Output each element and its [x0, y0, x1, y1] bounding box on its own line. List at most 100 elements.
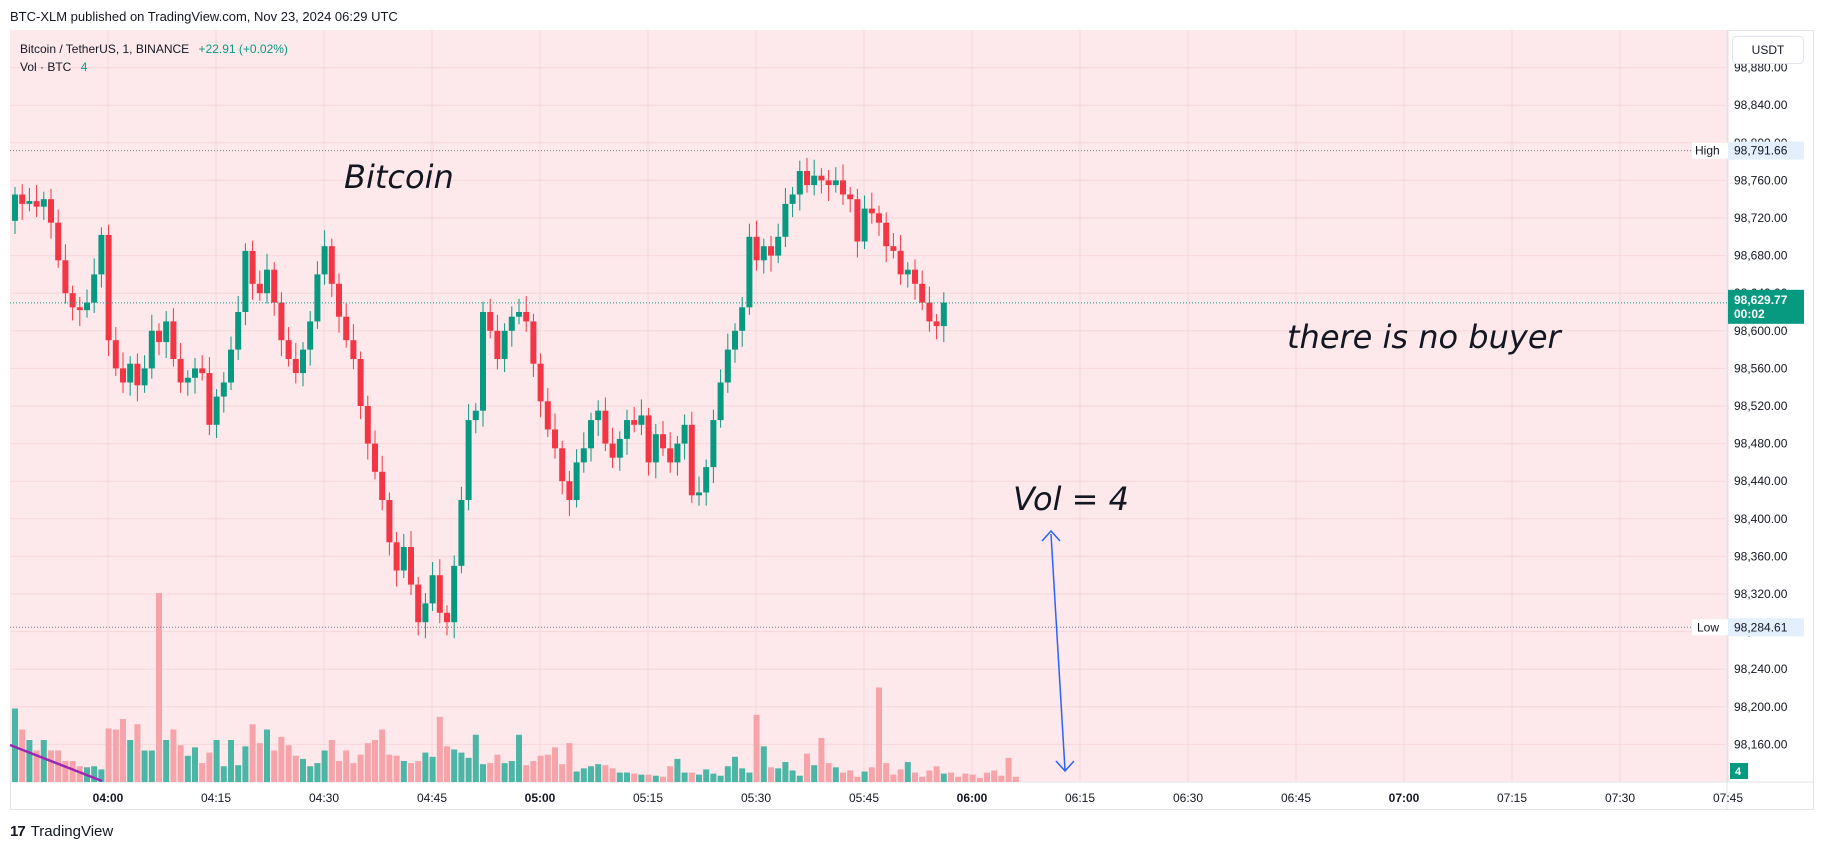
- volume-bar: [408, 763, 414, 782]
- low-value-bg: [1728, 618, 1804, 637]
- price-tick-label: 98,440.00: [1734, 474, 1788, 488]
- candle-body: [98, 234, 105, 275]
- candle-body: [343, 316, 350, 341]
- volume-bar: [76, 766, 83, 782]
- time-tick-label: 06:45: [1281, 791, 1311, 805]
- volume-bar: [148, 750, 155, 782]
- volume-bar: [112, 729, 119, 782]
- volume-bar: [328, 740, 335, 782]
- candle-body: [912, 269, 918, 284]
- volume-bar: [249, 724, 256, 782]
- volume-bar: [948, 772, 954, 782]
- price-tick-label: 98,360.00: [1734, 549, 1788, 563]
- volume-bar: [825, 763, 832, 782]
- volume-bar: [984, 772, 990, 782]
- volume-bar: [199, 763, 206, 782]
- volume-bar: [523, 765, 530, 782]
- time-tick-label: 05:15: [633, 791, 663, 805]
- candle-body: [868, 208, 875, 214]
- volume-bar: [768, 767, 774, 782]
- candle-body: [573, 462, 580, 500]
- candle-body: [667, 448, 674, 463]
- volume-bar: [156, 593, 162, 782]
- volume-bar: [285, 745, 292, 782]
- volume-bar: [595, 764, 602, 782]
- price-tick-label: 98,720.00: [1734, 211, 1788, 225]
- candle-body: [235, 312, 242, 350]
- volume-bar: [228, 740, 234, 782]
- volume-bar: [278, 736, 285, 782]
- annotation-title[interactable]: Bitcoin: [344, 158, 454, 196]
- volume-bar: [55, 750, 62, 782]
- candle-body: [386, 500, 393, 543]
- volume-bar: [256, 743, 263, 782]
- volume-bar: [631, 773, 638, 782]
- volume-bar: [933, 766, 940, 782]
- annotation-vol[interactable]: Vol = 4: [1013, 480, 1129, 518]
- candle-body: [91, 274, 98, 303]
- volume-bar: [141, 750, 148, 782]
- volume-bar: [472, 734, 479, 782]
- candle-body: [156, 330, 162, 343]
- candle-body: [422, 603, 429, 623]
- volume-bar: [91, 766, 98, 782]
- volume-bar: [969, 774, 976, 782]
- volume-bar: [105, 728, 112, 782]
- volume-bar: [336, 761, 342, 782]
- candle-body: [638, 415, 645, 425]
- volume-legend[interactable]: Vol · BTC 4: [20, 60, 87, 74]
- candle-body: [696, 492, 702, 496]
- candle-body: [854, 199, 861, 242]
- candle-body: [148, 330, 155, 369]
- candle-body: [631, 420, 638, 425]
- candle-body: [429, 575, 436, 604]
- candle-body: [523, 312, 530, 322]
- candle-body: [451, 565, 458, 623]
- volume-label: Vol · BTC: [20, 60, 72, 74]
- candle-body: [645, 415, 652, 463]
- candle-body: [300, 349, 306, 374]
- volume-bar: [537, 755, 544, 782]
- candle-body: [12, 194, 18, 221]
- volume-bar: [696, 774, 702, 782]
- candle-body: [789, 194, 796, 204]
- volume-bar: [573, 771, 580, 782]
- candle-body: [228, 349, 234, 383]
- candle-body: [717, 382, 724, 421]
- footer-brand[interactable]: 17 TradingView: [10, 823, 113, 840]
- candle-body: [134, 363, 141, 386]
- volume-bar: [357, 754, 364, 782]
- candle-body: [141, 368, 148, 386]
- volume-bar: [919, 776, 926, 782]
- candle-body: [177, 359, 184, 383]
- annotation-note[interactable]: there is no buyer: [1287, 318, 1561, 356]
- candle-body: [933, 321, 940, 327]
- candle-body: [624, 420, 630, 439]
- currency-selector[interactable]: USDT: [1732, 36, 1804, 64]
- candle-body: [566, 481, 573, 500]
- footer-brand-label: TradingView: [30, 823, 114, 840]
- candle-body: [458, 500, 465, 566]
- volume-bar: [840, 772, 846, 782]
- high-value-bg: [1728, 141, 1804, 160]
- volume-bar: [98, 769, 105, 782]
- candle-body: [321, 246, 328, 275]
- candle-body: [350, 340, 357, 359]
- volume-bar: [832, 767, 839, 782]
- time-tick-label: 07:45: [1713, 791, 1743, 805]
- volume-bar: [904, 762, 911, 782]
- volume-bar: [264, 729, 270, 782]
- candle-body: [516, 312, 522, 317]
- volume-bar: [861, 771, 868, 782]
- volume-bar: [789, 770, 796, 782]
- candle-body: [40, 199, 47, 207]
- volume-bar: [890, 774, 897, 782]
- symbol-legend[interactable]: Bitcoin / TetherUS, 1, BINANCE +22.91 (+…: [20, 42, 288, 56]
- candle-body: [62, 260, 69, 294]
- volume-bar: [552, 747, 558, 782]
- volume-bar: [271, 750, 278, 782]
- volume-bar: [602, 765, 609, 782]
- candle-body: [544, 401, 551, 430]
- candle-body: [688, 424, 695, 496]
